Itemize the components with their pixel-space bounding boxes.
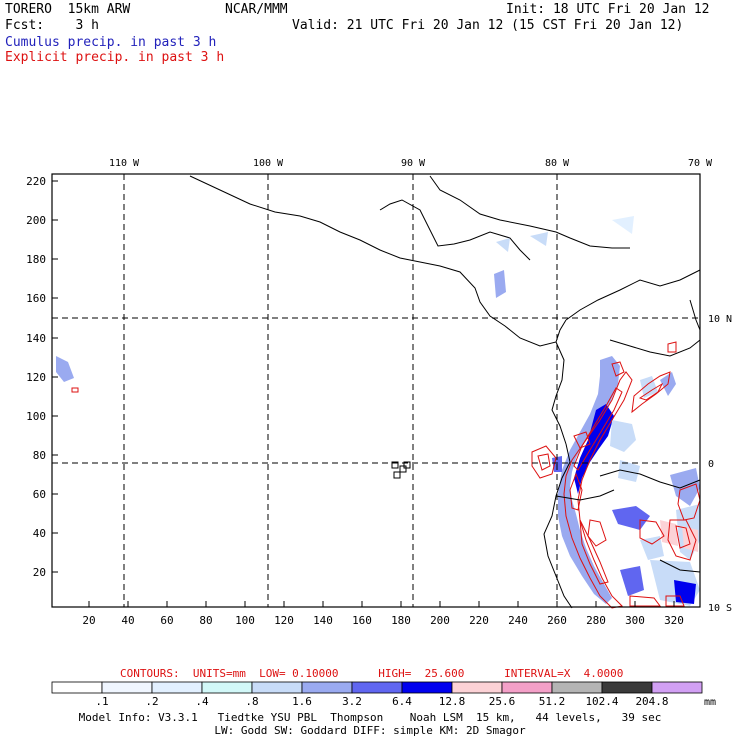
colorbar-swatch — [551, 681, 603, 694]
colorbar-label: 1.6 — [292, 695, 312, 708]
colorbar-label: 6.4 — [392, 695, 412, 708]
y-tick-40: 40 — [33, 527, 46, 540]
x-tick-320: 320 — [664, 614, 684, 627]
model-info-line1: Model Info: V3.3.1 Tiedtke YSU PBL Thomp… — [78, 711, 662, 724]
y-tick-120: 120 — [26, 371, 46, 384]
colorbar-swatch — [651, 681, 703, 694]
x-tick-20: 20 — [82, 614, 95, 627]
valid-time: Valid: 21 UTC Fri 20 Jan 12 (15 CST Fri … — [292, 18, 684, 33]
colorbar-label: .1 — [95, 695, 108, 708]
model-title: TORERO 15km ARW — [5, 2, 131, 17]
init-time: Init: 18 UTC Fri 20 Jan 12 — [506, 2, 710, 17]
y-tick-180: 180 — [26, 253, 46, 266]
forecast-hour: Fcst: 3 h — [5, 18, 99, 33]
model-info-line2: LW: Godd SW: Goddard DIFF: simple KM: 2D… — [214, 724, 526, 737]
colorbar-swatch — [251, 681, 303, 694]
field-explicit-label: Explicit precip. in past 3 h — [5, 50, 225, 65]
lat-label-10n: 10 N — [708, 314, 732, 325]
colorbar-label: 51.2 — [539, 695, 566, 708]
colorbar-label: 204.8 — [635, 695, 668, 708]
y-tick-200: 200 — [26, 214, 46, 227]
colorbar-label: 25.6 — [489, 695, 516, 708]
colorbar-swatch — [351, 681, 403, 694]
lon-label-70w: 70 W — [688, 158, 713, 169]
lon-label-110w: 110 W — [109, 158, 140, 169]
y-tick-220: 220 — [26, 175, 46, 188]
lon-label-100w: 100 W — [253, 158, 284, 169]
x-tick-260: 260 — [547, 614, 567, 627]
x-tick-240: 240 — [508, 614, 528, 627]
map-frame — [51, 173, 701, 608]
colorbar — [51, 681, 703, 694]
x-tick-120: 120 — [274, 614, 294, 627]
x-tick-60: 60 — [160, 614, 173, 627]
x-tick-40: 40 — [121, 614, 134, 627]
field-cumulus-label: Cumulus precip. in past 3 h — [5, 35, 217, 50]
lat-label-0: 0 — [708, 459, 714, 470]
y-tick-100: 100 — [26, 410, 46, 423]
y-tick-60: 60 — [33, 488, 46, 501]
y-tick-80: 80 — [33, 449, 46, 462]
x-tick-280: 280 — [586, 614, 606, 627]
colorbar-swatch — [451, 681, 503, 694]
colorbar-swatch — [301, 681, 353, 694]
colorbar-swatch — [101, 681, 153, 694]
y-tick-160: 160 — [26, 292, 46, 305]
lat-label-10s: 10 S — [708, 603, 732, 614]
x-tick-80: 80 — [199, 614, 212, 627]
y-tick-140: 140 — [26, 332, 46, 345]
map-grid — [52, 174, 700, 607]
center-label: NCAR/MMM — [225, 2, 288, 17]
x-tick-160: 160 — [352, 614, 372, 627]
colorbar-label: .2 — [145, 695, 158, 708]
colorbar-unit: mm — [704, 697, 716, 708]
lon-label-80w: 80 W — [545, 158, 570, 169]
colorbar-swatch — [151, 681, 203, 694]
y-tick-20: 20 — [33, 566, 46, 579]
x-tick-220: 220 — [469, 614, 489, 627]
colorbar-swatch — [501, 681, 553, 694]
x-tick-200: 200 — [430, 614, 450, 627]
colorbar-label: 102.4 — [585, 695, 618, 708]
x-tick-100: 100 — [235, 614, 255, 627]
coastlines — [189, 175, 701, 609]
x-tick-140: 140 — [313, 614, 333, 627]
colorbar-swatch — [601, 681, 653, 694]
x-tick-300: 300 — [625, 614, 645, 627]
colorbar-swatch — [51, 681, 103, 694]
colorbar-swatch — [401, 681, 453, 694]
x-tick-180: 180 — [391, 614, 411, 627]
colorbar-swatch — [201, 681, 253, 694]
contours-info: CONTOURS: UNITS=mm LOW= 0.10000 HIGH= 25… — [120, 667, 624, 680]
colorbar-label: .4 — [195, 695, 209, 708]
explicit-precip-contours — [71, 341, 701, 609]
colorbar-label: 12.8 — [439, 695, 466, 708]
colorbar-label: .8 — [245, 695, 258, 708]
lon-label-90w: 90 W — [401, 158, 426, 169]
colorbar-label: 3.2 — [342, 695, 362, 708]
